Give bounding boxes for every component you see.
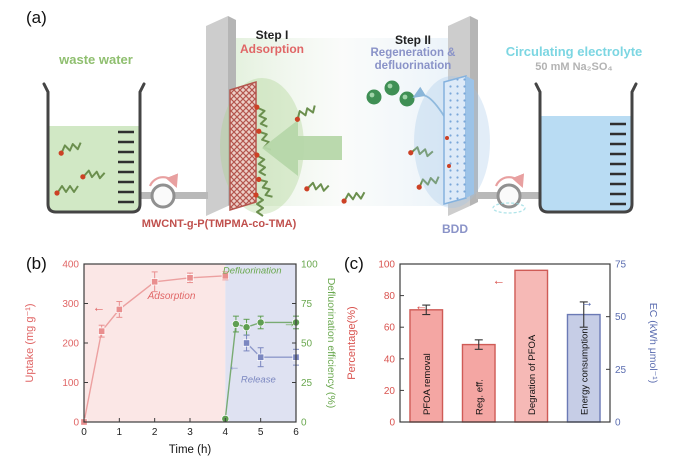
- svg-text:←: ←: [415, 298, 428, 313]
- waste-water-label: waste water: [59, 52, 133, 67]
- panel-a-schematic: (a) waste water Step I Adsorption Step I…: [26, 8, 672, 236]
- panel-a-label: (a): [26, 8, 47, 27]
- step2-title: Step II: [394, 33, 431, 47]
- svg-text:75: 75: [301, 299, 313, 310]
- step2-subtitle-line1: Regeneration &: [370, 47, 456, 59]
- step1-subtitle: Adsorption: [240, 42, 304, 56]
- svg-text:←: ←: [228, 359, 240, 373]
- adsorption-arrow-icon: [262, 120, 342, 176]
- svg-text:←: ←: [92, 299, 105, 314]
- mwcnt-electrode: [220, 78, 304, 217]
- svg-text:2: 2: [152, 427, 158, 438]
- panel-c-label: (c): [344, 254, 364, 273]
- svg-text:80: 80: [384, 291, 396, 302]
- electrolyte-title: Circulating electrolyte: [505, 44, 643, 59]
- svg-text:0: 0: [389, 418, 395, 429]
- step2-block: Step II Regeneration & defluorination: [348, 33, 478, 73]
- panel-b-label: (b): [26, 254, 47, 273]
- svg-text:0: 0: [81, 427, 87, 438]
- circulation-arrow-left-icon: [148, 173, 179, 189]
- svg-text:1: 1: [117, 427, 123, 438]
- bdd-electrode-label: BDD: [442, 222, 468, 236]
- svg-text:3: 3: [187, 427, 193, 438]
- svg-text:5: 5: [258, 427, 264, 438]
- bdd-electrode: [414, 75, 490, 208]
- waste-water-beaker: [42, 82, 146, 214]
- electrolyte-concentration: 50 mM Na₂SO₄: [535, 61, 613, 73]
- step1-title: Step I: [255, 28, 289, 42]
- svg-text:6: 6: [293, 427, 299, 438]
- svg-text:EC (kWh μmol⁻¹): EC (kWh μmol⁻¹): [647, 303, 659, 383]
- svg-text:PFOA removal: PFOA removal: [422, 353, 433, 415]
- cell-gradient: [236, 38, 448, 206]
- step2-subtitle-line2: defluorination: [374, 60, 452, 73]
- electrolyte-block: Circulating electrolyte 50 mM Na₂SO₄: [476, 44, 672, 73]
- svg-text:←: ←: [492, 273, 505, 288]
- electrolyte-beaker: [534, 82, 638, 214]
- release-arrow-icon: [412, 86, 445, 117]
- svg-text:Defluorination: Defluorination: [223, 265, 282, 276]
- svg-text:100: 100: [378, 260, 395, 271]
- svg-text:Release: Release: [241, 375, 276, 386]
- svg-text:Uptake (mg g⁻¹): Uptake (mg g⁻¹): [24, 303, 36, 382]
- svg-text:Percentage(%): Percentage(%): [346, 306, 358, 379]
- svg-text:20: 20: [384, 386, 396, 397]
- svg-text:300: 300: [62, 299, 79, 310]
- svg-text:50: 50: [615, 312, 627, 323]
- svg-text:75: 75: [615, 260, 627, 271]
- svg-text:Adsorption: Adsorption: [147, 291, 196, 302]
- svg-text:Defluorination efficiency (%): Defluorination efficiency (%): [325, 278, 337, 409]
- graduation-marks: [118, 130, 134, 204]
- svg-text:400: 400: [62, 260, 79, 271]
- performance-bar-chart: PFOA removal Reg. eff. Degration of PFOA En…: [346, 260, 659, 429]
- panel-c-barchart: (c) PFOA removal Reg. eff. Degration of PF…: [342, 250, 672, 475]
- svg-text:100: 100: [301, 260, 318, 271]
- svg-text:0: 0: [73, 418, 79, 429]
- svg-text:100: 100: [62, 378, 79, 389]
- svg-text:50: 50: [301, 339, 313, 350]
- mwcnt-electrode-label: MWCNT-g-P(TMPMA-co-TMA): [141, 218, 297, 230]
- pump-right: [492, 173, 526, 214]
- svg-text:0: 0: [615, 418, 621, 429]
- svg-text:25: 25: [615, 365, 627, 376]
- svg-text:→: →: [283, 315, 296, 330]
- svg-text:200: 200: [62, 339, 79, 350]
- pump-left: [148, 173, 179, 209]
- svg-text:Energy consumption: Energy consumption: [579, 328, 590, 415]
- step1-block: Step I Adsorption: [224, 28, 320, 56]
- svg-text:→: →: [581, 295, 594, 310]
- svg-text:40: 40: [384, 354, 396, 365]
- schematic-graphics: [42, 16, 638, 217]
- graduation-marks: [610, 122, 626, 206]
- svg-text:4: 4: [223, 427, 229, 438]
- circulation-arrow-right-icon: [494, 173, 525, 189]
- svg-text:Time (h): Time (h): [169, 444, 212, 456]
- svg-text:60: 60: [384, 323, 396, 334]
- panel-b-lineplot: (b) 0 1 2 3 4 5 6 0 100 200 300 400 0 25 50 75 100 Adsorp…: [20, 250, 350, 475]
- svg-text:Degration of PFOA: Degration of PFOA: [527, 334, 538, 415]
- uptake-defluorination-chart: 0 1 2 3 4 5 601002003004000255075100Adsorption…: [24, 260, 337, 457]
- fluoride-ions: [366, 80, 445, 117]
- svg-text:25: 25: [301, 378, 313, 389]
- svg-text:0: 0: [301, 418, 307, 429]
- svg-text:Reg. eff.: Reg. eff.: [474, 379, 485, 415]
